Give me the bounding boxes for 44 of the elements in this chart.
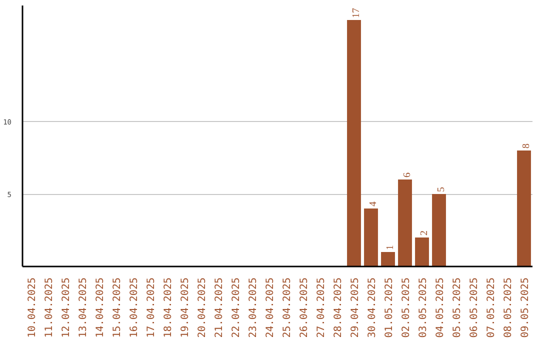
x-tick-label: 20.04.2025 [197,277,208,338]
bar [398,180,412,266]
x-tick-label: 18.04.2025 [163,277,174,338]
data-label: 5 [436,187,447,192]
x-tick-label: 27.04.2025 [316,277,327,338]
x-tick-label: 06.05.2025 [469,277,480,338]
x-tick-label: 26.04.2025 [299,277,310,338]
x-tick-label: 04.05.2025 [435,277,446,338]
x-tick-label: 16.04.2025 [129,277,140,338]
data-label: 4 [368,202,379,206]
data-label: 6 [402,172,413,178]
data-label: 17 [351,8,362,18]
data-label: 1 [385,245,396,250]
x-tick-label: 21.04.2025 [214,277,225,338]
x-tick-label: 15.04.2025 [112,277,123,338]
x-tick-label: 28.04.2025 [333,277,344,338]
x-tick-label: 29.04.2025 [350,277,361,338]
data-label: 8 [521,144,532,148]
x-tick-label: 22.04.2025 [231,277,242,338]
x-tick-label: 09.05.2025 [520,277,531,338]
data-label: 2 [419,230,430,236]
x-tick-label: 13.04.2025 [78,277,89,338]
x-tick-label: 05.05.2025 [452,277,463,338]
bar [415,238,429,266]
x-tick-label: 12.04.2025 [61,277,72,338]
x-tick-label: 08.05.2025 [503,277,514,338]
x-tick-label: 01.05.2025 [384,277,395,338]
x-tick-label: 10.04.2025 [27,277,38,338]
x-tick-label: 07.05.2025 [486,277,497,338]
x-tick-label: 02.05.2025 [401,277,412,338]
bar [517,150,531,266]
x-tick-label: 23.04.2025 [248,277,259,338]
x-tick-label: 19.04.2025 [180,277,191,338]
x-tick-label: 25.04.2025 [282,277,293,338]
x-tick-label: 17.04.2025 [146,277,157,338]
x-tick-label: 30.04.2025 [367,277,378,338]
x-tick-label: 14.04.2025 [95,277,106,338]
x-tick-label: 24.04.2025 [265,277,276,338]
bar [347,20,361,266]
bar [432,194,446,266]
x-tick-label: 03.05.2025 [418,277,429,338]
bar [364,208,378,266]
bar [381,252,395,266]
x-tick-label: 11.04.2025 [44,277,55,338]
